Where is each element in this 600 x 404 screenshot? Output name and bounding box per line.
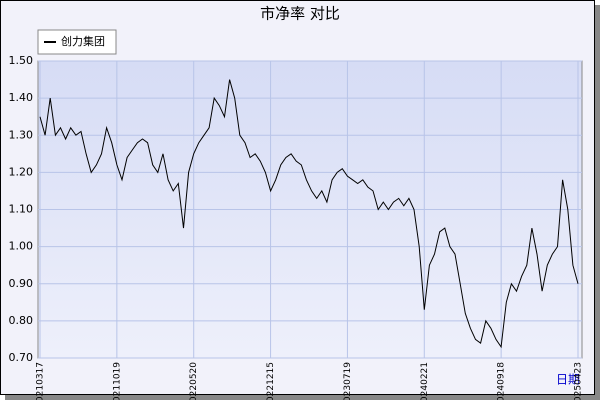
legend-label: 创力集团 xyxy=(61,34,105,48)
y-tick-label: 1.30 xyxy=(9,128,34,141)
data-line xyxy=(39,79,579,349)
shadow xyxy=(5,395,600,400)
shadow xyxy=(595,5,600,400)
chart-title: 市净率 对比 xyxy=(260,5,340,23)
y-tick-label: 1.10 xyxy=(9,203,34,216)
x-tick-label: 20221215 xyxy=(266,362,276,400)
x-tick-label: 20210317 xyxy=(36,362,46,400)
y-tick-label: 1.00 xyxy=(9,240,34,253)
y-tick-label: 0.80 xyxy=(9,314,34,327)
x-axis-label: 日期 xyxy=(556,373,580,387)
x-tick-label: 20211019 xyxy=(112,362,122,400)
x-tick-label: 20250423 xyxy=(574,362,584,400)
x-tick-label: 20240918 xyxy=(497,362,507,400)
x-tick-label: 20220520 xyxy=(189,362,199,400)
x-tick-label: 20230719 xyxy=(343,362,353,400)
y-tick-label: 1.40 xyxy=(9,91,34,104)
y-tick-label: 0.70 xyxy=(9,351,34,364)
y-tick-label: 0.90 xyxy=(9,277,34,290)
y-tick-label: 1.50 xyxy=(9,54,34,67)
x-tick-label: 20240221 xyxy=(420,362,430,400)
y-tick-label: 1.20 xyxy=(9,165,34,178)
